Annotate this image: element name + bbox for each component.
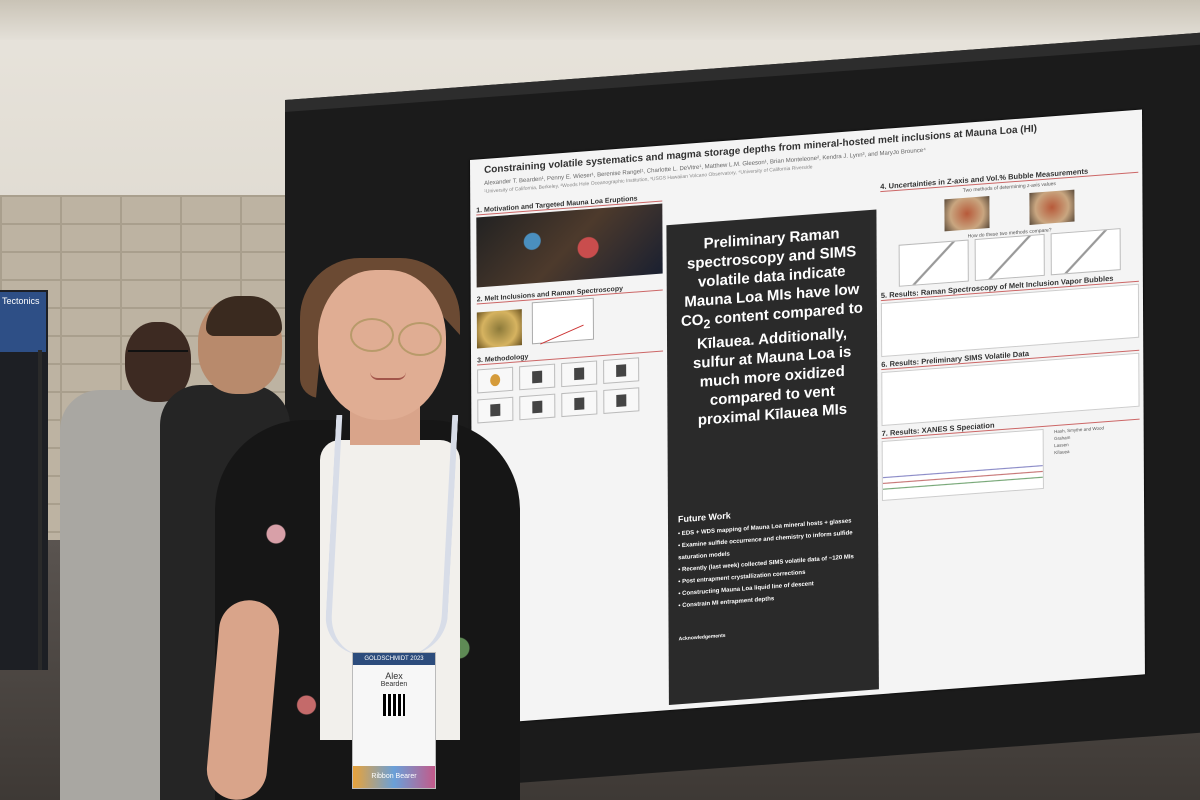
badge-last-name: Bearden (380, 681, 408, 688)
xanes-label: Graham (1054, 434, 1071, 442)
acknowledgements-title: Acknowledgements (678, 632, 726, 643)
xanes-spectrum (881, 428, 1044, 502)
flow-step (519, 393, 556, 421)
badge-ribbon: Ribbon Bearer (353, 766, 435, 788)
glasses-lens-left (350, 318, 394, 352)
comparison-plot (898, 239, 969, 287)
melt-inclusion-photo (476, 309, 522, 349)
xanes-label: Kīlauea (1054, 448, 1070, 456)
side-banner: Tectonics (0, 292, 46, 352)
xanes-label: Lassen (1054, 442, 1069, 449)
name-badge: GOLDSCHMIDT 2023 Alex Bearden Ribbon Bea… (352, 652, 436, 789)
lanyard (323, 415, 459, 655)
poster-right-column: 4. Uncertainties in Z-axis and Vol.% Bub… (880, 160, 1141, 689)
flow-step (561, 360, 598, 388)
man-background-glasses (128, 350, 188, 360)
method-photo (944, 195, 990, 232)
scientific-poster: Constraining volatile systematics and ma… (470, 109, 1145, 725)
method-photo (1029, 189, 1075, 225)
man-black-shirt-hair (206, 296, 282, 336)
glasses-lens-right (398, 322, 442, 356)
flow-step (477, 366, 514, 394)
flow-step (561, 390, 598, 418)
key-finding-headline: Preliminary Raman spectroscopy and SIMS … (680, 225, 863, 429)
presenter-smile (370, 372, 406, 380)
flow-step (477, 396, 514, 424)
man-background-head (125, 322, 191, 402)
comparison-plot (1050, 228, 1121, 276)
board-pole (38, 350, 42, 670)
ceiling (0, 0, 1200, 40)
future-work: Future Work • EDS + WDS mapping of Mauna… (678, 500, 874, 613)
xanes-labels: Hash, Smythe and Wood Graham Lassen Kīla… (1048, 424, 1104, 456)
flow-step (603, 387, 640, 414)
flow-step (519, 363, 556, 391)
badge-first-name: Alex (385, 671, 403, 681)
flow-step (603, 357, 640, 384)
xanes-label: Hash, Smythe and Wood (1054, 425, 1105, 435)
poster-center-column: Preliminary Raman spectroscopy and SIMS … (666, 209, 879, 706)
methodology-flowchart (477, 355, 663, 424)
comparison-plot (974, 233, 1045, 282)
badge-qr-code (383, 694, 405, 716)
badge-header: GOLDSCHMIDT 2023 (353, 653, 435, 665)
raman-plot (532, 297, 595, 345)
